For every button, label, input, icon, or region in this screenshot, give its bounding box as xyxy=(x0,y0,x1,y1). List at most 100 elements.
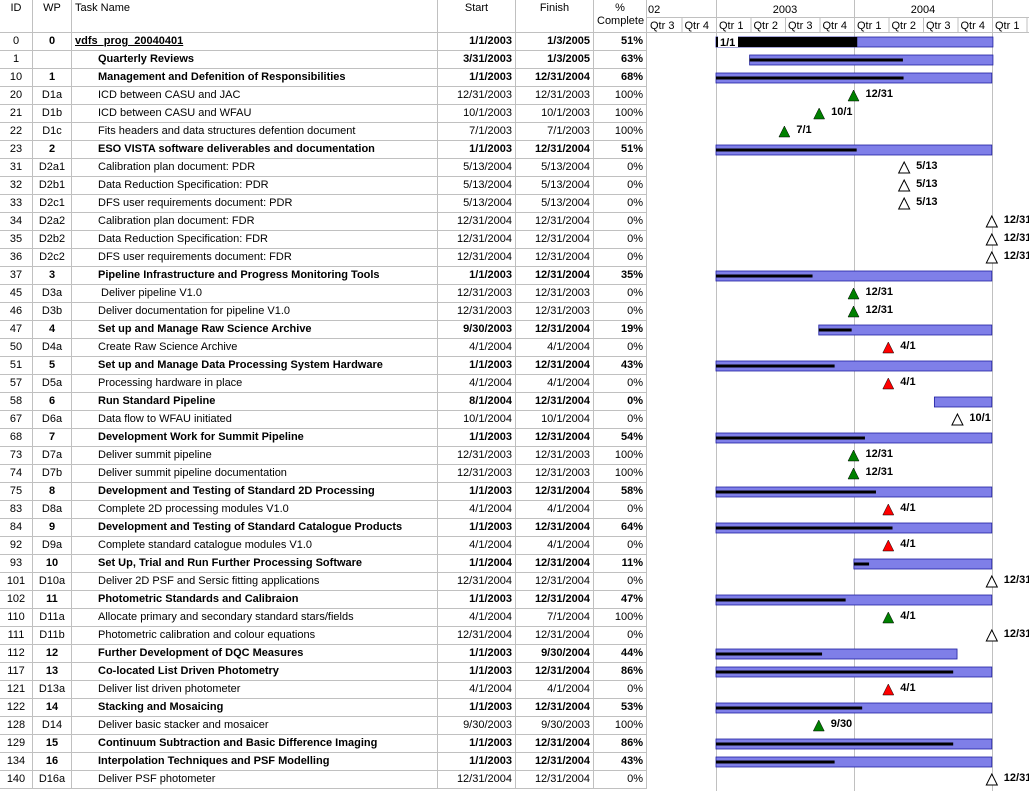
task-bar xyxy=(853,558,993,570)
milestone-label: 12/31 xyxy=(866,448,894,460)
cell-complete: 0% xyxy=(594,375,647,393)
cell-finish: 1/3/2005 xyxy=(516,51,594,69)
cell-complete: 44% xyxy=(594,645,647,663)
cell-start: 1/1/2003 xyxy=(438,357,516,375)
milestone-label: 5/13 xyxy=(916,196,937,208)
cell-wp: 12 xyxy=(33,645,72,663)
cell-wp: D14 xyxy=(33,717,72,735)
cell-wp: 6 xyxy=(33,393,72,411)
cell-complete: 86% xyxy=(594,663,647,681)
cell-finish: 9/30/2004 xyxy=(516,645,594,663)
milestone xyxy=(951,412,964,426)
cell-id: 93 xyxy=(0,555,33,573)
cell-task: Quarterly Reviews xyxy=(72,51,438,69)
milestone-label: 12/31 xyxy=(1004,772,1029,784)
cell-wp: 7 xyxy=(33,429,72,447)
cell-wp: 3 xyxy=(33,267,72,285)
cell-id: 73 xyxy=(0,447,33,465)
cell-finish: 12/31/2004 xyxy=(516,735,594,753)
cell-complete: 51% xyxy=(594,33,647,51)
cell-wp: D2a1 xyxy=(33,159,72,177)
cell-id: 1 xyxy=(0,51,33,69)
cell-finish: 9/30/2003 xyxy=(516,717,594,735)
cell-start: 9/30/2003 xyxy=(438,717,516,735)
cell-start: 12/31/2003 xyxy=(438,87,516,105)
column-header: WP xyxy=(33,0,72,33)
cell-task: DFS user requirements document: PDR xyxy=(72,195,438,213)
cell-id: 128 xyxy=(0,717,33,735)
cell-finish: 12/31/2004 xyxy=(516,231,594,249)
milestone-label: 4/1 xyxy=(900,376,915,388)
cell-id: 37 xyxy=(0,267,33,285)
milestone-label: 12/31 xyxy=(1004,574,1029,586)
cell-wp: D11b xyxy=(33,627,72,645)
milestone-label: 4/1 xyxy=(900,682,915,694)
cell-wp: D2c1 xyxy=(33,195,72,213)
cell-start: 1/1/2003 xyxy=(438,429,516,447)
cell-start: 12/31/2004 xyxy=(438,627,516,645)
cell-start: 1/1/2003 xyxy=(438,483,516,501)
quarter-label: Qtr 4 xyxy=(823,20,847,32)
cell-wp: D7b xyxy=(33,465,72,483)
cell-task: Calibration plan document: PDR xyxy=(72,159,438,177)
cell-id: 46 xyxy=(0,303,33,321)
cell-finish: 12/31/2004 xyxy=(516,393,594,411)
milestone xyxy=(847,449,860,462)
cell-finish: 12/31/2003 xyxy=(516,285,594,303)
milestone-label: 12/31 xyxy=(866,286,894,298)
cell-id: 20 xyxy=(0,87,33,105)
column-header: Start xyxy=(438,0,516,33)
cell-finish: 12/31/2004 xyxy=(516,357,594,375)
cell-task: Deliver list driven photometer xyxy=(72,681,438,699)
milestone xyxy=(882,377,895,390)
cell-wp: 13 xyxy=(33,663,72,681)
milestone-label: 12/31 xyxy=(1004,628,1029,640)
cell-finish: 12/31/2003 xyxy=(516,303,594,321)
cell-task: Set up and Manage Data Processing System… xyxy=(72,357,438,375)
milestone xyxy=(847,467,860,480)
cell-finish: 5/13/2004 xyxy=(516,177,594,195)
cell-finish: 7/1/2003 xyxy=(516,123,594,141)
cell-wp: D7a xyxy=(33,447,72,465)
cell-id: 35 xyxy=(0,231,33,249)
milestone xyxy=(897,178,911,192)
cell-start: 1/1/2004 xyxy=(438,555,516,573)
cell-start: 12/31/2003 xyxy=(438,303,516,321)
cell-id: 31 xyxy=(0,159,33,177)
cell-id: 102 xyxy=(0,591,33,609)
quarter-label: Qtr 3 xyxy=(926,20,950,32)
cell-start: 12/31/2004 xyxy=(438,249,516,267)
cell-wp: D8a xyxy=(33,501,72,519)
year-label: 2003 xyxy=(773,4,797,16)
cell-complete: 51% xyxy=(594,141,647,159)
cell-complete: 100% xyxy=(594,447,647,465)
milestone xyxy=(985,214,999,228)
label-bg xyxy=(718,36,738,47)
cell-start: 1/1/2003 xyxy=(438,69,516,87)
cell-start: 4/1/2004 xyxy=(438,681,516,699)
milestone xyxy=(985,628,999,642)
cell-complete: 0% xyxy=(594,537,647,555)
cell-task: DFS user requirements document: FDR xyxy=(72,249,438,267)
cell-finish: 12/31/2004 xyxy=(516,321,594,339)
cell-finish: 12/31/2004 xyxy=(516,267,594,285)
quarter-label: Qtr 4 xyxy=(685,20,709,32)
cell-id: 34 xyxy=(0,213,33,231)
progress-bar xyxy=(716,364,835,368)
cell-wp: 10 xyxy=(33,555,72,573)
cell-start: 5/13/2004 xyxy=(438,195,516,213)
cell-complete: 0% xyxy=(594,339,647,357)
progress-bar xyxy=(716,436,865,440)
cell-id: 36 xyxy=(0,249,33,267)
cell-id: 45 xyxy=(0,285,33,303)
cell-task: ESO VISTA software deliverables and docu… xyxy=(72,141,438,159)
year-label: 02 xyxy=(648,4,660,16)
cell-start: 4/1/2004 xyxy=(438,339,516,357)
cell-task: ICD between CASU and WFAU xyxy=(72,105,438,123)
cell-finish: 4/1/2004 xyxy=(516,375,594,393)
column-header: ID xyxy=(0,0,33,33)
cell-task: Pipeline Infrastructure and Progress Mon… xyxy=(72,267,438,285)
task-bar xyxy=(933,396,993,408)
column-header: Task Name xyxy=(72,0,438,33)
cell-task: Calibration plan document: FDR xyxy=(72,213,438,231)
